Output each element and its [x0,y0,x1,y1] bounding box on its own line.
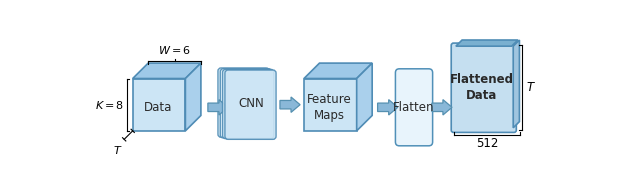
Text: $T$: $T$ [113,144,123,156]
Polygon shape [356,63,372,131]
FancyBboxPatch shape [218,68,269,137]
Polygon shape [304,63,372,79]
Polygon shape [132,63,201,79]
FancyBboxPatch shape [396,69,433,146]
FancyBboxPatch shape [220,69,271,138]
Text: Flatten: Flatten [393,101,435,114]
Text: $W = 6$: $W = 6$ [158,44,191,56]
Polygon shape [378,100,397,115]
Text: Feature
Maps: Feature Maps [307,93,351,122]
Polygon shape [304,79,356,131]
Text: CNN: CNN [239,97,264,110]
Text: 512: 512 [476,137,498,150]
FancyBboxPatch shape [225,70,276,139]
Text: Data: Data [144,101,172,114]
Polygon shape [513,40,520,128]
Text: $T$: $T$ [527,81,536,94]
Text: $K = 8$: $K = 8$ [95,99,124,111]
Polygon shape [208,100,228,115]
Polygon shape [280,97,300,112]
Text: Flattened
Data: Flattened Data [450,73,514,102]
Polygon shape [456,40,518,46]
Polygon shape [186,63,201,131]
Polygon shape [132,79,186,131]
FancyBboxPatch shape [451,43,516,132]
FancyBboxPatch shape [223,69,274,139]
Polygon shape [432,100,452,115]
